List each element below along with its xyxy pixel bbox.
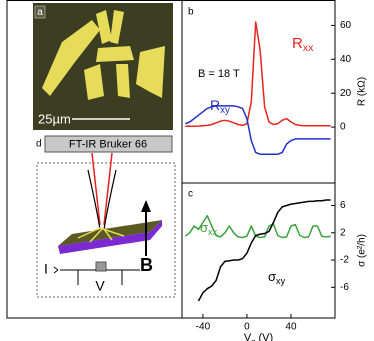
x-tick-label: 40	[285, 322, 297, 333]
y-tick-label: 20	[340, 88, 352, 99]
contact-pad	[42, 20, 100, 96]
series-line	[197, 199, 331, 302]
contact-pad	[116, 64, 130, 98]
light-cone	[87, 169, 117, 231]
sample-substrate	[58, 220, 162, 254]
series-line	[185, 105, 331, 155]
y-tick-label: 40	[340, 54, 352, 65]
y-tick-label: 0	[340, 122, 346, 133]
y-axis-title: σ (e²/h)	[357, 234, 368, 267]
device-contacts	[42, 10, 165, 100]
series-label: Rxy	[210, 97, 230, 116]
voltage-label: V	[95, 278, 105, 294]
contact-pad	[96, 10, 112, 44]
cryostat-outline	[36, 162, 176, 298]
instrument-label: FT-IR Bruker 66	[69, 138, 147, 150]
contact-pad	[96, 46, 134, 62]
sample-leads	[77, 227, 125, 243]
y-tick-label: 60	[340, 20, 352, 31]
series-label: σxy	[268, 269, 286, 286]
panel-label: d	[36, 139, 42, 150]
series-line	[184, 214, 331, 239]
figure-frame	[6, 0, 336, 319]
current-label: I	[44, 261, 48, 277]
y-tick-label: -2	[340, 255, 349, 266]
contact-pad	[84, 64, 104, 100]
y-tick-label: 6	[340, 200, 346, 211]
ir-beam	[91, 152, 113, 226]
x-tick-label: -40	[196, 322, 211, 333]
sample-top	[58, 220, 162, 246]
x-axis-title: Vg (V)	[244, 332, 273, 341]
panel-label: b	[188, 7, 194, 18]
field-label: B	[140, 255, 153, 275]
series-line	[185, 21, 331, 127]
contact-pad	[110, 10, 124, 44]
label-box	[34, 5, 46, 19]
field-arrowhead	[141, 200, 151, 212]
annotation: B = 18 T	[198, 68, 240, 80]
current-arrow	[53, 266, 59, 274]
y-tick-label: -6	[340, 282, 349, 293]
series-label: σxx	[200, 220, 218, 237]
panel-label: c	[188, 189, 193, 200]
y-tick-label: 2	[340, 227, 346, 238]
circuit	[60, 269, 140, 285]
instrument-box	[44, 135, 173, 153]
contact-pad	[136, 46, 165, 98]
series-label: Rxx	[292, 35, 314, 54]
x-tick-label: 0	[244, 322, 250, 333]
y-axis-title: R (kΩ)	[357, 77, 368, 106]
sample-block	[95, 261, 107, 272]
panel-label: a	[37, 7, 43, 18]
scale-bar-label: 25µm	[38, 111, 71, 126]
